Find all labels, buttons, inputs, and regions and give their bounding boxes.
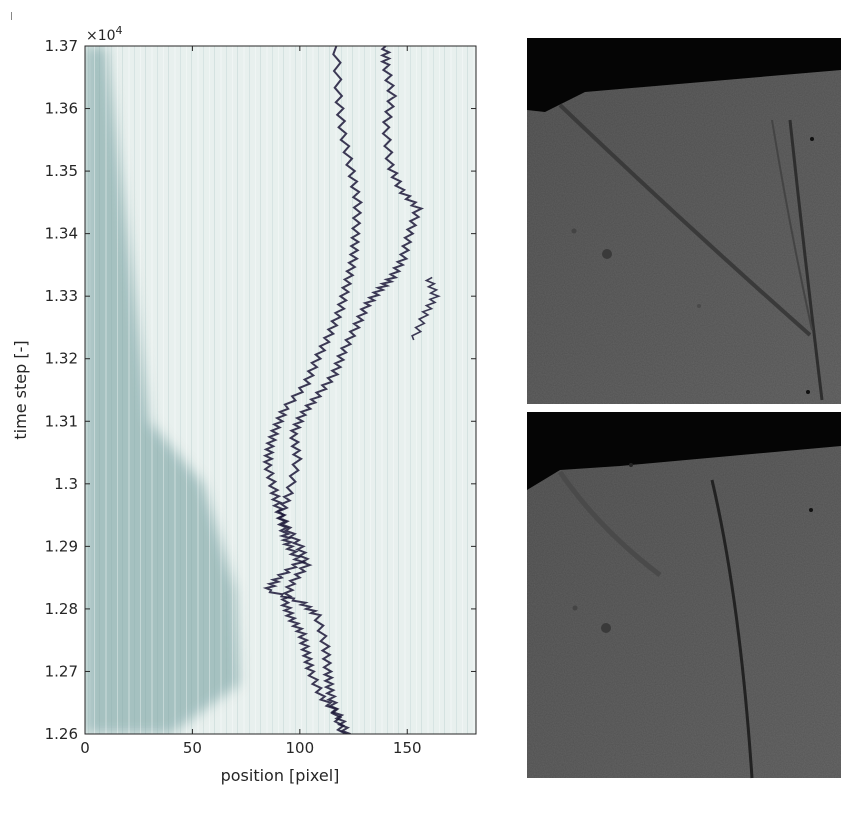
y-tick-label: 1.34 xyxy=(45,225,78,243)
y-tick-label: 1.26 xyxy=(45,725,78,743)
y-tick-label: 1.37 xyxy=(45,37,78,55)
corner-mark xyxy=(11,12,12,20)
trace-line-3 xyxy=(411,276,441,341)
y-tick-label: 1.28 xyxy=(45,600,78,618)
x-tick-label: 100 xyxy=(286,739,315,757)
y-tick-label: 1.33 xyxy=(45,287,78,305)
trace-line-1 xyxy=(262,46,425,734)
x-tick-label: 50 xyxy=(183,739,202,757)
y-tick-label: 1.31 xyxy=(45,412,78,430)
trace-line-2 xyxy=(262,46,364,734)
x-axis-label: position [pixel] xyxy=(221,766,340,785)
y-tick-label: 1.36 xyxy=(45,100,78,118)
x-tick-label: 0 xyxy=(80,739,90,757)
y-tick-label: 1.27 xyxy=(45,662,78,680)
y-tick-label: 1.32 xyxy=(45,350,78,368)
x-tick-label: 150 xyxy=(393,739,422,757)
y-tick-label: 1.29 xyxy=(45,537,78,555)
heatmap-plot: 0 50 100 150 1.26 1.27 1.28 1.29 1.3 1.31 1.32 1.3… xyxy=(11,24,477,785)
trace-lines xyxy=(262,46,441,734)
y-axis-exponent: ×104 xyxy=(86,24,123,44)
y-tick-label: 1.3 xyxy=(54,475,78,493)
bottom-shock-photo xyxy=(527,412,841,779)
y-axis: 1.26 1.27 1.28 1.29 1.3 1.31 1.32 1.33 1.34 1.35 1… xyxy=(45,37,476,743)
y-tick-label: 1.35 xyxy=(45,162,78,180)
plot-frame xyxy=(84,45,477,735)
y-axis-label: time step [-] xyxy=(11,340,30,439)
top-shock-photo xyxy=(527,38,841,404)
heatmap-streaks xyxy=(85,46,476,734)
x-axis: 0 50 100 150 xyxy=(80,46,422,757)
